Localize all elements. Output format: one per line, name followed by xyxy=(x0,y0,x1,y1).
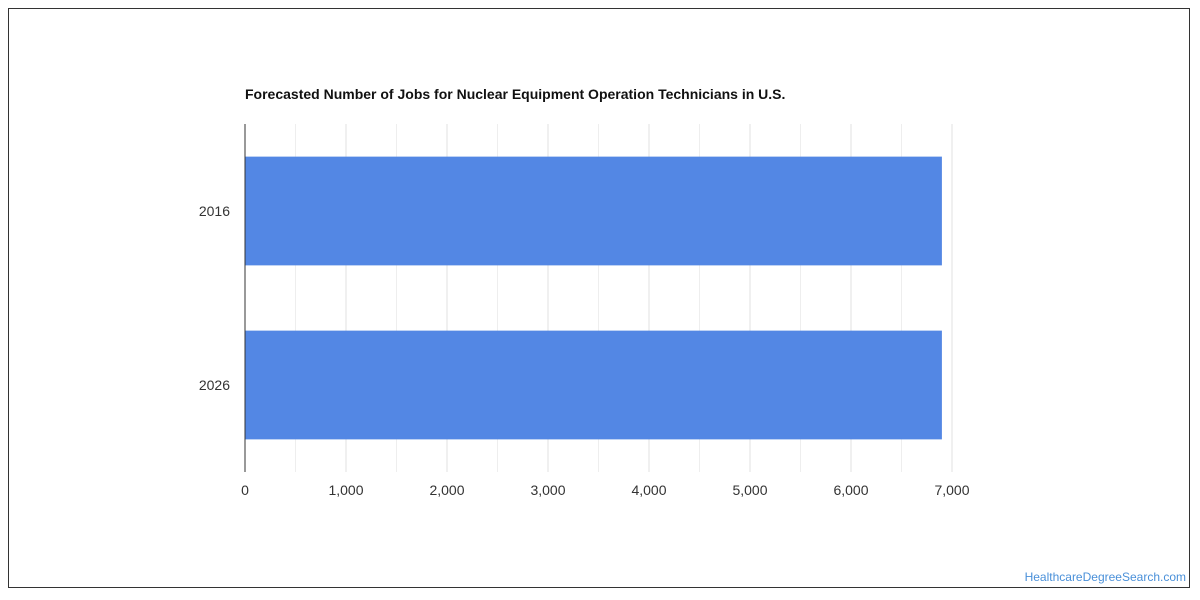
x-tick-label: 7,000 xyxy=(934,482,969,498)
bar-2016 xyxy=(245,156,942,266)
axis-labels: 2016 2026 0 1,000 2,000 3,000 4,000 5,000 6,000 7… xyxy=(199,203,970,498)
category-label: 2016 xyxy=(199,203,230,219)
bar-2026 xyxy=(245,330,942,440)
watermark-link[interactable]: HealthcareDegreeSearch.com xyxy=(1024,570,1186,584)
x-tick-label: 6,000 xyxy=(833,482,868,498)
x-tick-label: 2,000 xyxy=(429,482,464,498)
chart-title: Forecasted Number of Jobs for Nuclear Eq… xyxy=(245,86,786,102)
x-tick-label: 4,000 xyxy=(631,482,666,498)
category-label: 2026 xyxy=(199,377,230,393)
bars xyxy=(245,156,942,440)
x-tick-label: 0 xyxy=(241,482,249,498)
x-tick-label: 3,000 xyxy=(530,482,565,498)
x-tick-label: 5,000 xyxy=(732,482,767,498)
x-tick-label: 1,000 xyxy=(328,482,363,498)
